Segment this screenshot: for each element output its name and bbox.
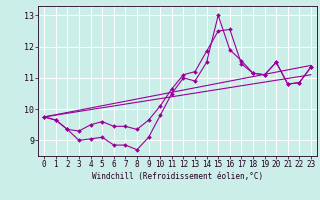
X-axis label: Windchill (Refroidissement éolien,°C): Windchill (Refroidissement éolien,°C) xyxy=(92,172,263,181)
